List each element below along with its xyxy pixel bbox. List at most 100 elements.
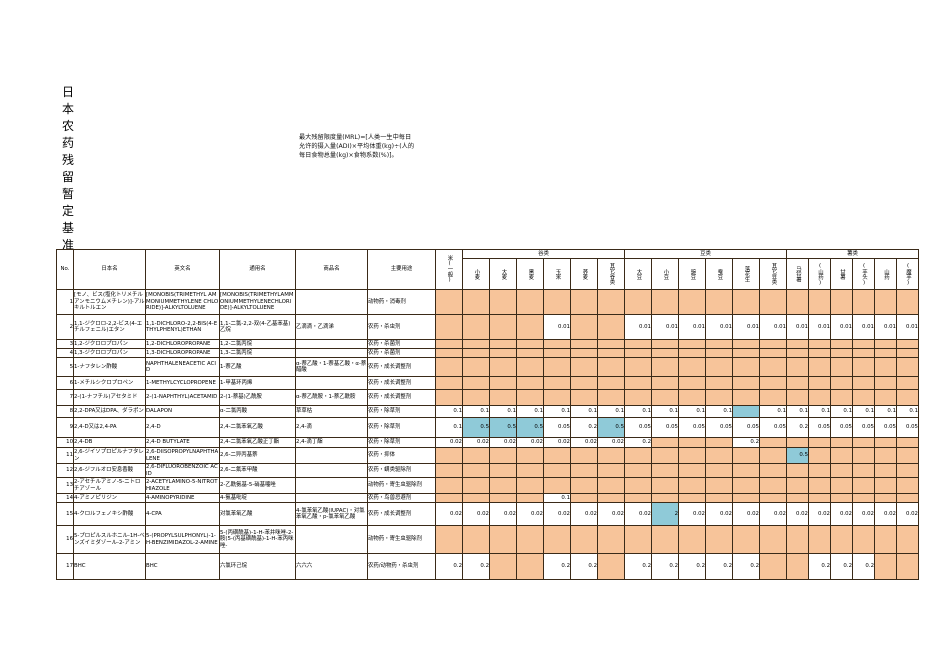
cell-main-use: 动物药・消毒剂: [367, 289, 436, 315]
cell-mrl-value: 0.2: [732, 553, 760, 580]
cell-mrl-value: 0.02: [516, 437, 544, 448]
cell-mrl-value: [705, 437, 733, 448]
cell-no: 12: [56, 463, 74, 478]
cell-mrl-value: [896, 525, 919, 554]
cell-english-name: 2,6-DIISOPROPYLNAPHTHALENE: [145, 447, 220, 464]
cell-mrl-value: [732, 477, 760, 494]
col-header-en: 英文名: [145, 249, 220, 290]
cell-mrl-value: [896, 447, 919, 464]
cell-mrl-value: 0.02: [489, 437, 517, 448]
cell-mrl-value: [759, 437, 787, 448]
cell-english-name: 1,2-DICHLOROPROPANE: [145, 339, 220, 349]
cell-mrl-value: [516, 463, 544, 478]
cell-common-name: 对氯苯氧乙酸: [219, 502, 296, 526]
cell-mrl-value: [705, 376, 733, 390]
cell-mrl-value: [435, 447, 463, 464]
cell-mrl-value: [597, 463, 625, 478]
cell-mrl-value: [462, 339, 490, 349]
cell-mrl-value: 0.05: [896, 417, 919, 438]
cell-mrl-value: 0.02: [759, 502, 787, 526]
cell-mrl-value: [786, 553, 809, 580]
cell-mrl-value: 0.1: [808, 405, 831, 418]
page-title-char: 农: [61, 119, 74, 133]
cell-no: 14: [56, 493, 74, 503]
cell-mrl-value: [808, 389, 831, 406]
table-row: 5 1-ナフタレン酢酸 NAPHTHALENEACETIC ACID 1-萘乙酸 α-萘…: [56, 357, 919, 377]
cell-mrl-value: [808, 289, 831, 315]
cell-mrl-value: [786, 525, 809, 554]
cell-mrl-value: [543, 525, 571, 554]
cell-mrl-value: [786, 376, 809, 390]
page-title-char: 定: [61, 204, 74, 218]
cell-mrl-value: [705, 339, 733, 349]
page-title-char: 日: [61, 85, 74, 99]
cell-mrl-value: [597, 553, 625, 580]
table-row: 7 2-(1-ナフチル)アセタミド 2-(1-NAPHTHYL)ACETAMID 2-…: [56, 389, 919, 406]
cell-mrl-value: [732, 376, 760, 390]
cell-mrl-value: 0.02: [597, 437, 625, 448]
cell-mrl-value: [874, 389, 897, 406]
cell-mrl-value: [808, 376, 831, 390]
cell-english-name: 4-AMINOPYRIDINE: [145, 493, 220, 503]
cell-mrl-value: 0.01: [543, 314, 571, 340]
cell-mrl-value: [651, 357, 679, 377]
cell-trade-name: 4-氯苯氧乙酸(IUPAC)・对氯苯氧乙酸・p-氯苯氧乙酸: [295, 502, 368, 526]
cell-mrl-value: [651, 525, 679, 554]
cell-main-use: 农药・除草剂: [367, 417, 436, 438]
cell-mrl-value: [874, 477, 897, 494]
cell-trade-name: [295, 339, 368, 349]
cell-mrl-value: 0.02: [896, 502, 919, 526]
cell-mrl-value: [852, 357, 875, 377]
cell-mrl-value: [435, 357, 463, 377]
cell-common-name: 2,4-二氯苯氧乙酸正丁酯: [219, 437, 296, 448]
cell-mrl-value: [705, 389, 733, 406]
col-header-adzuki: 小豆: [651, 258, 679, 290]
cell-mrl-value: [808, 525, 831, 554]
cell-mrl-value: [896, 437, 919, 448]
cell-mrl-value: [624, 339, 652, 349]
cell-mrl-value: [705, 447, 733, 464]
col-header-use: 主要用途: [367, 249, 436, 290]
col-header-wheat: 小麦: [462, 258, 490, 290]
cell-mrl-value: 0.02: [808, 502, 831, 526]
cell-mrl-value: [874, 463, 897, 478]
cell-mrl-value: [830, 389, 853, 406]
cell-mrl-value: [759, 553, 787, 580]
page-title-char: 基: [61, 221, 74, 235]
cell-mrl-value: 0.05: [759, 417, 787, 438]
cell-trade-name: [295, 463, 368, 478]
cell-mrl-value: 0.1: [516, 405, 544, 418]
cell-mrl-value: [570, 463, 598, 478]
cell-japanese-name: 2,6-ジフルオロ安息香酸: [73, 463, 146, 478]
cell-mrl-value: [462, 348, 490, 358]
cell-mrl-value: 0.02: [489, 502, 517, 526]
cell-mrl-value: [678, 437, 706, 448]
cell-mrl-value: [808, 493, 831, 503]
cell-mrl-value: [808, 477, 831, 494]
table-row: 4 1,3-ジクロロプロパン 1,3-DICHLOROPROPANE 1,3-二氯丙烷…: [56, 348, 919, 358]
cell-mrl-value: 0.5: [597, 417, 625, 438]
cell-mrl-value: [896, 493, 919, 503]
cell-mrl-value: [852, 348, 875, 358]
cell-common-name: 1-萘乙酸: [219, 357, 296, 377]
col-header-rye: 黑麦: [516, 258, 544, 290]
cell-mrl-value: [624, 348, 652, 358]
cell-mrl-value: [462, 525, 490, 554]
cell-mrl-value: [705, 289, 733, 315]
cell-mrl-value: [624, 289, 652, 315]
cell-mrl-value: [489, 525, 517, 554]
col-header-buckwheat: 荞麦: [570, 258, 598, 290]
group-header-tubers: 薯类: [786, 249, 919, 259]
cell-mrl-value: 0.01: [896, 314, 919, 340]
cell-japanese-name: 2,6-ジイソプロピルナフタレン: [73, 447, 146, 464]
col-header-barley: 大麦: [489, 258, 517, 290]
cell-mrl-value: [786, 389, 809, 406]
cell-mrl-value: [516, 376, 544, 390]
cell-mrl-value: [786, 339, 809, 349]
cell-mrl-value: [896, 553, 919, 580]
cell-mrl-value: 0.1: [543, 493, 571, 503]
cell-mrl-value: [896, 289, 919, 315]
cell-mrl-value: [489, 314, 517, 340]
cell-mrl-value: 0.02: [462, 502, 490, 526]
cell-common-name: 2-(1-萘基)乙酰胺: [219, 389, 296, 406]
